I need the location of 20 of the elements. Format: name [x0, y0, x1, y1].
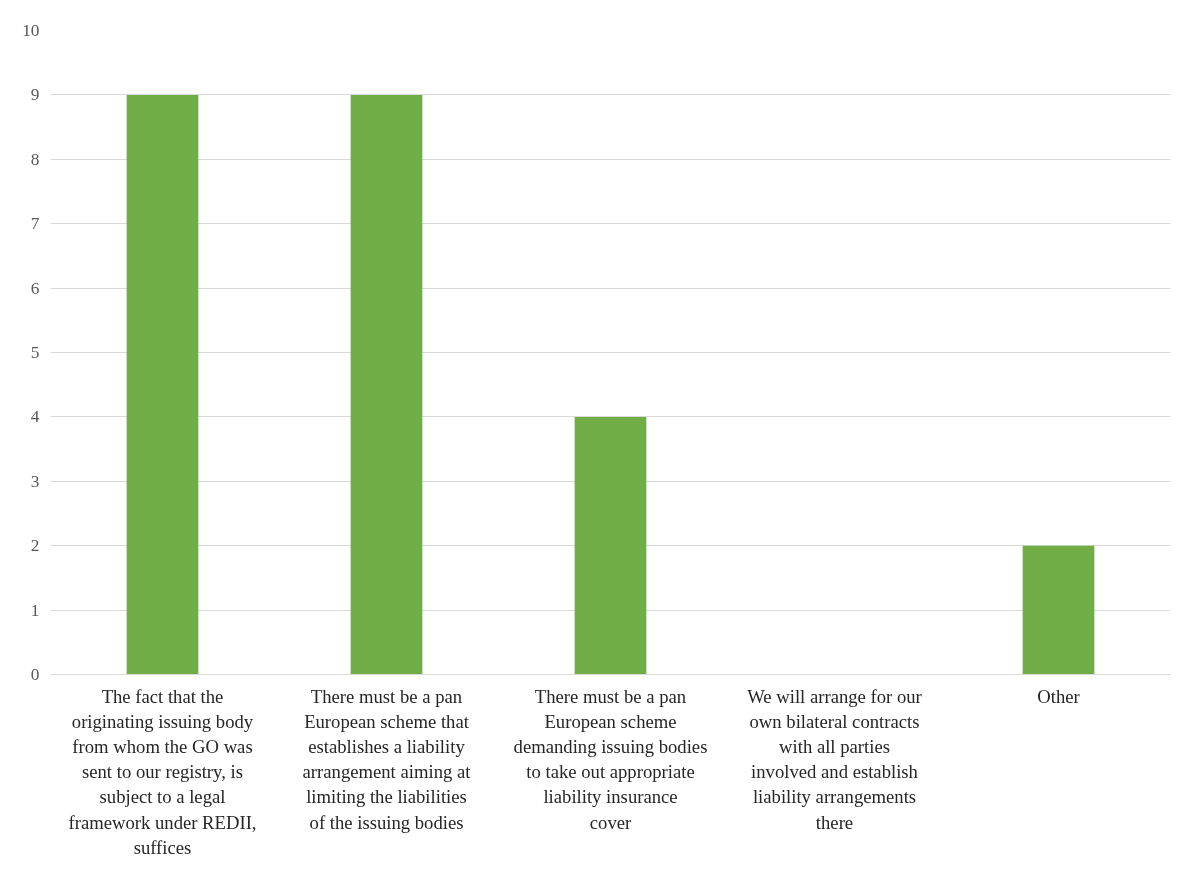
bar [574, 416, 647, 675]
y-tick-label: 9 [30, 85, 40, 105]
bar [350, 94, 423, 675]
x-tick-label: There must be a pan European scheme that establishes a liability arrangement aiming at limiting the liabilities of the issuing bodies [302, 685, 472, 833]
y-tick-label: 4 [30, 407, 40, 427]
y-tick-label: 1 [30, 600, 40, 620]
y-tick-label: 6 [30, 278, 40, 298]
y-tick-label: 0 [30, 665, 40, 684]
x-tick-label: Other [1037, 685, 1081, 707]
y-tick-label: 8 [30, 149, 40, 169]
bar [1022, 545, 1095, 675]
y-tick-label: 7 [30, 214, 40, 234]
bar [126, 94, 199, 675]
y-tick-label: 10 [22, 21, 40, 40]
y-tick-label: 3 [30, 471, 40, 491]
x-tick-label: There must be a pan European scheme demanding issuing bodies to take out appropriate liability insurance cover [513, 685, 708, 833]
x-tick-label: The fact that the originating issuing body from whom the GO was sent to our registry, is subject to a legal framework under REDII, suffices [68, 685, 257, 858]
x-tick-label: We will arrange for our own bilateral contracts with all parties involved and establish liability arrangements there [747, 685, 923, 833]
y-tick-label: 2 [30, 536, 40, 556]
y-tick-label: 5 [30, 343, 40, 362]
